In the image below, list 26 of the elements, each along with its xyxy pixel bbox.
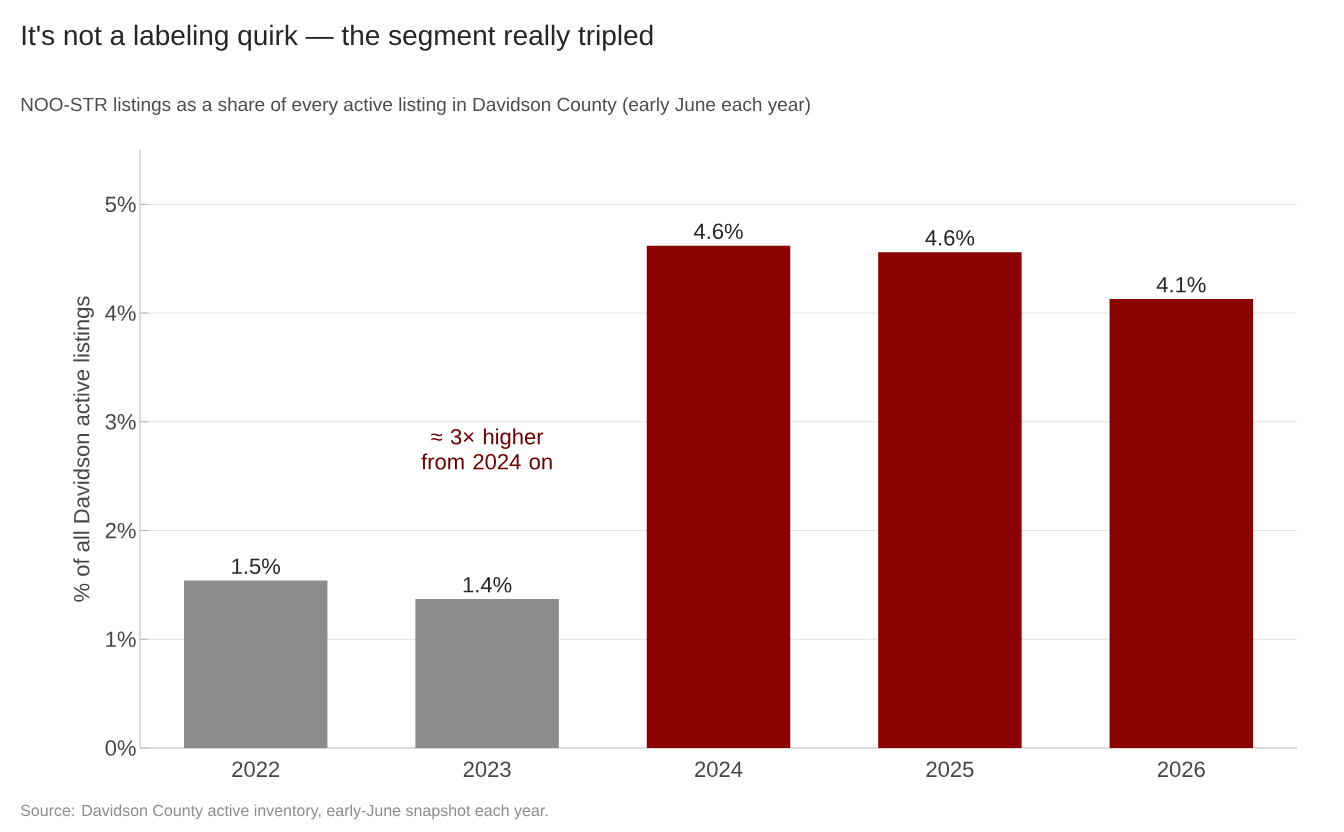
data-label: 4.6% — [925, 230, 975, 246]
x-tick-label: 2026 — [1157, 761, 1205, 778]
bar — [415, 599, 559, 748]
data-label: 1.5% — [232, 558, 280, 575]
chart-title: It's not a labeling quirk — the segment really tripled — [22, 24, 653, 51]
bar — [646, 245, 791, 748]
y-tick-label: 4% — [105, 305, 136, 321]
data-label: 4.1% — [1156, 277, 1206, 293]
chart-subtitle: NOO-STR listings as a share of every active listing in Davidson County (early June each year) — [21, 97, 810, 115]
bar — [1109, 298, 1254, 748]
annotation: ≈ 3× higher from 2024 on — [421, 428, 552, 470]
x-tick-label: 2025 — [926, 761, 974, 778]
x-tick-label: 2024 — [695, 761, 743, 778]
y-tick-label: 3% — [105, 414, 136, 430]
x-tick-label: 2022 — [232, 761, 280, 778]
bar — [878, 252, 1022, 748]
y-tick-label: 5% — [105, 196, 136, 213]
y-tick-label: 0% — [105, 740, 136, 756]
y-tick-label: 1% — [106, 631, 136, 647]
data-label: 1.4% — [463, 577, 512, 593]
data-label: 4.6% — [693, 223, 743, 240]
source-note: Source: Davidson County active inventory, early-June snapshot each year. — [20, 804, 548, 820]
y-axis-title: % of all Davidson active listings — [73, 296, 94, 602]
x-tick-label: 2023 — [463, 761, 511, 778]
bar — [183, 580, 328, 748]
y-tick-label: 2% — [105, 522, 136, 539]
